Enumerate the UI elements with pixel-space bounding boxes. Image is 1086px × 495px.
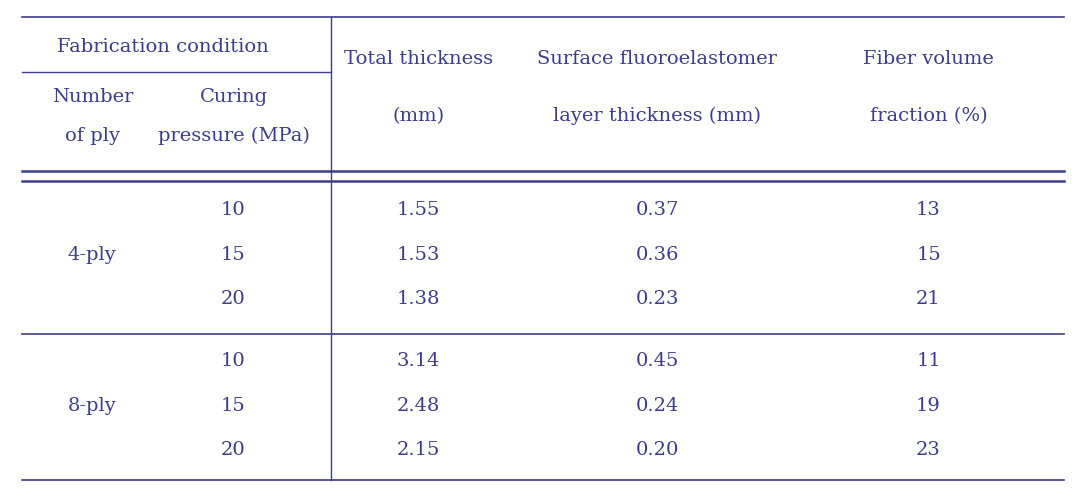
Text: 1.38: 1.38 (396, 291, 440, 308)
Text: 23: 23 (917, 442, 940, 459)
Text: 10: 10 (222, 352, 245, 370)
Text: 10: 10 (222, 201, 245, 219)
Text: 0.37: 0.37 (635, 201, 679, 219)
Text: 13: 13 (917, 201, 940, 219)
Text: 0.24: 0.24 (635, 397, 679, 415)
Text: 21: 21 (917, 291, 940, 308)
Text: Fabrication condition: Fabrication condition (58, 38, 268, 56)
Text: Curing: Curing (200, 88, 267, 105)
Text: Number: Number (52, 88, 132, 105)
Text: 15: 15 (917, 246, 940, 264)
Text: 15: 15 (222, 397, 245, 415)
Text: 20: 20 (222, 291, 245, 308)
Text: 3.14: 3.14 (396, 352, 440, 370)
Text: 20: 20 (222, 442, 245, 459)
Text: pressure (MPa): pressure (MPa) (157, 127, 310, 145)
Text: Total thickness: Total thickness (343, 50, 493, 68)
Text: Surface fluoroelastomer: Surface fluoroelastomer (538, 50, 776, 68)
Text: 19: 19 (917, 397, 940, 415)
Text: 0.23: 0.23 (635, 291, 679, 308)
Text: fraction (%): fraction (%) (870, 107, 987, 125)
Text: 2.15: 2.15 (396, 442, 440, 459)
Text: 0.20: 0.20 (635, 442, 679, 459)
Text: 8-ply: 8-ply (68, 397, 116, 415)
Text: (mm): (mm) (392, 107, 444, 125)
Text: Fiber volume: Fiber volume (863, 50, 994, 68)
Text: 4-ply: 4-ply (68, 246, 116, 264)
Text: 0.45: 0.45 (635, 352, 679, 370)
Text: 1.55: 1.55 (396, 201, 440, 219)
Text: 11: 11 (917, 352, 940, 370)
Text: 2.48: 2.48 (396, 397, 440, 415)
Text: 0.36: 0.36 (635, 246, 679, 264)
Text: layer thickness (mm): layer thickness (mm) (553, 107, 761, 125)
Text: of ply: of ply (65, 127, 119, 145)
Text: 15: 15 (222, 246, 245, 264)
Text: 1.53: 1.53 (396, 246, 440, 264)
